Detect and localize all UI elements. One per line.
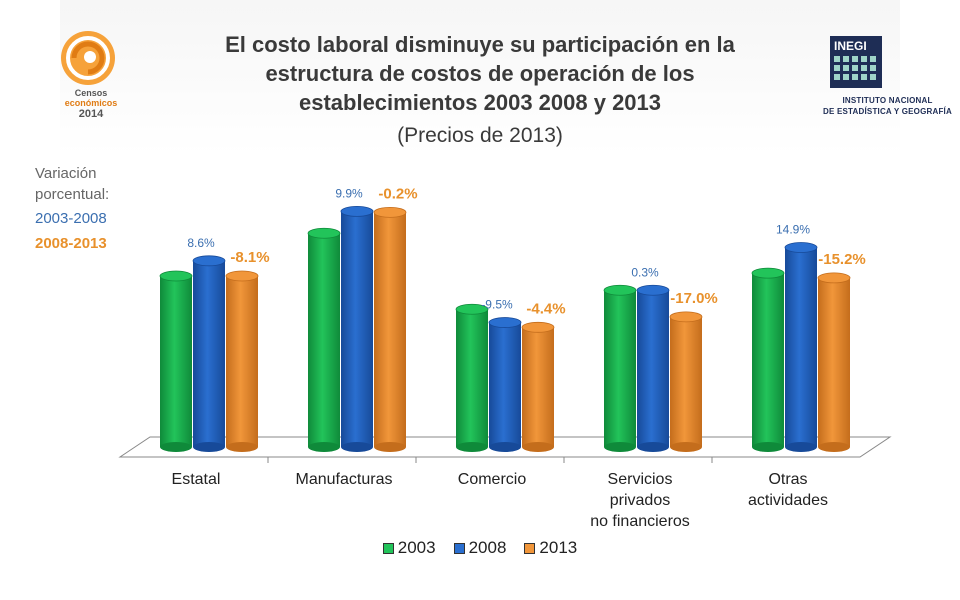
bar-2008-2	[489, 322, 521, 447]
chart-legend: 2003 2008 2013	[0, 538, 960, 558]
bar-base-2003-0	[160, 442, 192, 452]
bar-2013-0	[226, 276, 258, 447]
bar-2008-4	[785, 247, 817, 447]
censos-year: 2014	[78, 108, 104, 120]
bar-cap-2003-1	[307, 227, 341, 239]
page-title: El costo laboral disminuye su participac…	[140, 30, 820, 117]
bar-2003-4	[752, 273, 784, 447]
variation-2008-2013-label: -8.1%	[230, 249, 269, 266]
bar-2008-0	[193, 260, 225, 447]
bar-cap-2013-0	[225, 270, 259, 282]
variation-2008-2013-label: -4.4%	[526, 300, 565, 317]
variation-period-2003-2008: 2003-2008	[35, 210, 107, 227]
legend-item-2003: 2003	[382, 538, 436, 558]
bar-2013-1	[374, 212, 406, 447]
bar-2003-3	[604, 290, 636, 447]
variation-2003-2008-label: 14.9%	[776, 223, 810, 237]
variation-2003-2008-label: 8.6%	[187, 236, 215, 250]
variation-2003-2008-label: -9.5%	[481, 298, 513, 312]
title-line-1: El costo laboral disminuye su participac…	[225, 32, 735, 57]
bar-2008-1	[341, 211, 373, 447]
bar-2003-0	[160, 276, 192, 447]
category-label: no financieros	[590, 513, 690, 530]
bar-base-2003-1	[308, 442, 340, 452]
bar-cap-2013-4	[817, 272, 851, 284]
category-label: Servicios	[608, 471, 673, 488]
variation-period-2008-2013: 2008-2013	[35, 235, 107, 252]
category-label: Comercio	[458, 471, 527, 488]
title-line-2: estructura de costos de operación de los	[265, 61, 695, 86]
bar-cap-2008-3	[636, 284, 670, 296]
variation-2008-2013-label: -17.0%	[670, 290, 718, 307]
bar-cap-2003-4	[751, 267, 785, 279]
bar-cap-2008-2	[488, 317, 522, 328]
bar-cap-2003-0	[159, 270, 193, 282]
variation-note-label: Variación porcentual:	[35, 165, 110, 203]
bar-cap-2013-3	[669, 311, 703, 323]
bar-base-2008-2	[489, 442, 521, 452]
variation-2003-2008-label: 9.9%	[335, 186, 363, 200]
category-label: Manufacturas	[296, 471, 393, 488]
inegi-line1: INSTITUTO NACIONAL	[842, 96, 933, 105]
variation-note: Variación porcentual: 2003-2008 2008-201…	[35, 163, 135, 254]
bar-base-2013-1	[374, 442, 406, 452]
bar-base-2013-3	[670, 442, 702, 452]
legend-label-2003: 2003	[397, 538, 436, 557]
bar-base-2008-0	[193, 442, 225, 452]
legend-label-2013: 2013	[539, 538, 578, 557]
bar-base-2013-0	[226, 442, 258, 452]
censos-line2: económicos	[64, 98, 118, 108]
bar-base-2008-3	[637, 442, 669, 452]
bar-base-2003-2	[456, 442, 488, 452]
bar-cap-2013-2	[521, 321, 555, 333]
censos-line1: Censos	[74, 88, 108, 98]
bar-base-2008-1	[341, 442, 373, 452]
variation-2008-2013-label: -15.2%	[818, 251, 866, 268]
bar-2003-2	[456, 309, 488, 447]
category-label: actividades	[748, 492, 828, 509]
bar-2013-4	[818, 277, 850, 447]
bar-base-2008-4	[785, 442, 817, 452]
bar-base-2013-2	[522, 442, 554, 452]
inegi-mark-icon: INEGI	[830, 36, 882, 88]
bar-cap-2008-1	[340, 205, 374, 217]
censos-swirl-icon	[61, 31, 115, 85]
bar-cap-2008-0	[192, 255, 226, 267]
title-line-3: establecimientos 2003 2008 y 2013	[298, 90, 662, 115]
page-subtitle: (Precios de 2013)	[397, 124, 563, 147]
censos-economicos-logo: Censos económicos 2014	[52, 28, 130, 120]
inegi-line2: DE ESTADÍSTICA Y GEOGRAFÍA	[823, 107, 952, 116]
bar-2008-3	[637, 290, 669, 447]
bar-base-2003-3	[604, 442, 636, 452]
legend-item-2008: 2008	[453, 538, 507, 558]
inegi-wordmark: INEGI	[834, 39, 867, 53]
variation-2008-2013-label: -0.2%	[378, 185, 417, 202]
category-label: privados	[610, 492, 670, 509]
bar-cap-2003-2	[455, 303, 489, 315]
bar-cap-2008-4	[784, 242, 818, 253]
legend-swatch-2013	[524, 542, 536, 554]
category-label: Estatal	[172, 471, 221, 488]
inegi-logo: INEGI INSTITUTO NACIONAL DE ESTADÍSTICA …	[820, 36, 955, 124]
bar-2013-2	[522, 327, 554, 447]
bar-cap-2013-1	[373, 206, 407, 218]
bar-base-2013-4	[818, 442, 850, 452]
header-band	[60, 0, 900, 155]
legend-item-2013: 2013	[524, 538, 577, 558]
bar-cap-2003-3	[603, 284, 637, 296]
bar-base-2003-4	[752, 442, 784, 452]
bar-2003-1	[308, 233, 340, 447]
bar-2013-3	[670, 316, 702, 447]
legend-swatch-2008	[453, 542, 465, 554]
category-label: Otras	[768, 471, 807, 488]
legend-label-2008: 2008	[468, 538, 507, 557]
variation-2003-2008-label: 0.3%	[631, 265, 659, 279]
legend-swatch-2003	[382, 542, 394, 554]
